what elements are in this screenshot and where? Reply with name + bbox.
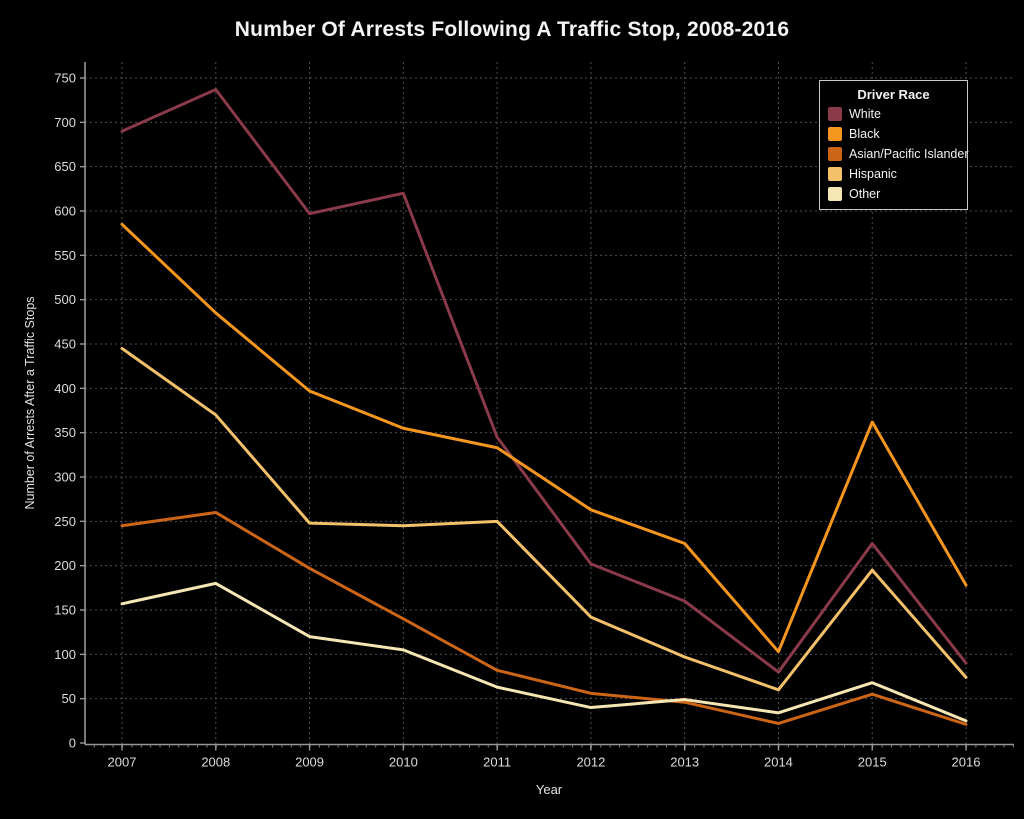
legend-swatch-icon [828, 167, 842, 181]
x-tick-label: 2009 [295, 755, 324, 770]
y-tick-label: 500 [54, 292, 76, 307]
y-tick-label: 150 [54, 602, 76, 617]
y-tick-label: 100 [54, 647, 76, 662]
y-axis-title: Number of Arrests After a Traffic Stops [23, 296, 37, 510]
legend-label: Hispanic [849, 167, 897, 181]
y-tick-label: 200 [54, 558, 76, 573]
legend-item-white[interactable]: White [828, 107, 961, 121]
y-tick-label: 450 [54, 336, 76, 351]
legend-item-hispanic[interactable]: Hispanic [828, 167, 961, 181]
x-tick-label: 2013 [670, 755, 699, 770]
legend-swatch-icon [828, 187, 842, 201]
chart-title: Number Of Arrests Following A Traffic St… [234, 18, 790, 41]
y-tick-label: 0 [69, 736, 76, 751]
y-tick-label: 400 [54, 381, 76, 396]
x-tick-label: 2010 [389, 755, 418, 770]
legend-items: White Black Asian/Pacific Islander Hispanic… [826, 107, 969, 201]
y-tick-label: 50 [62, 691, 76, 706]
y-tick-label: 350 [54, 425, 76, 440]
y-tick-label: 700 [54, 115, 76, 130]
series-line-other[interactable] [120, 581, 968, 723]
legend-item-asian-pacific-islander[interactable]: Asian/Pacific Islander [828, 147, 969, 161]
legend-label: White [849, 107, 881, 121]
x-axis-title: Year [535, 782, 563, 797]
legend-item-other[interactable]: Other [828, 187, 961, 201]
y-tick-label: 750 [54, 70, 76, 85]
legend-label: Other [849, 187, 881, 201]
legend-swatch-icon [828, 127, 842, 141]
legend-label: Asian/Pacific Islander [849, 147, 969, 161]
x-tick-label: 2012 [576, 755, 605, 770]
y-tick-label: 300 [54, 469, 76, 484]
x-tick-label: 2011 [483, 755, 511, 770]
y-tick-label: 250 [54, 514, 76, 529]
legend-swatch-icon [828, 107, 842, 121]
legend: Driver Race White Black Asian/Pacific Isla… [819, 80, 969, 210]
series-line-asian-pacific-islander[interactable] [120, 510, 968, 726]
y-tick-label: 650 [54, 159, 76, 174]
x-tick-label: 2007 [108, 755, 137, 770]
series-line-hispanic[interactable] [120, 346, 968, 692]
legend-item-black[interactable]: Black [828, 127, 961, 141]
legend-label: Black [849, 127, 880, 141]
x-tick-label: 2015 [858, 755, 887, 770]
y-tick-label: 600 [54, 203, 76, 218]
x-tick-label: 2008 [201, 755, 230, 770]
y-tick-label: 550 [54, 248, 76, 263]
series-line-white[interactable] [120, 88, 968, 674]
x-tick-label: 2016 [952, 755, 981, 770]
legend-title: Driver Race [857, 87, 930, 102]
legend-swatch-icon [828, 147, 842, 161]
series-line-black[interactable] [120, 222, 968, 654]
x-tick-label: 2014 [764, 755, 793, 770]
